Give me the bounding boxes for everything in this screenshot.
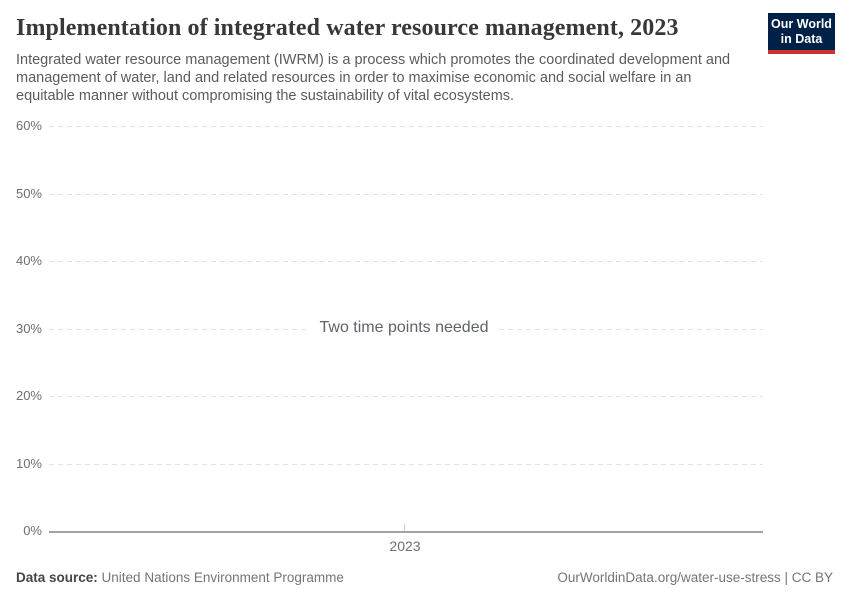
attribution-link[interactable]: OurWorldinData.org/water-use-stress | CC… bbox=[557, 570, 833, 585]
y-axis-tick-label: 60% bbox=[15, 118, 42, 133]
page-title: Implementation of integrated water resou… bbox=[16, 15, 679, 41]
gridline-10 bbox=[49, 463, 763, 465]
y-axis-tick-label: 30% bbox=[15, 320, 42, 336]
chart-subtitle: Integrated water resource management (IW… bbox=[16, 52, 731, 104]
gridline-20 bbox=[49, 396, 763, 397]
gridline-60 bbox=[49, 126, 763, 127]
x-axis-line bbox=[49, 531, 763, 533]
x-axis-tick-label: 2023 bbox=[389, 538, 421, 554]
y-axis-tick-label: 40% bbox=[15, 253, 42, 268]
owid-logo[interactable]: Our World in Data bbox=[768, 13, 835, 54]
y-axis-tick-label: 20% bbox=[15, 388, 42, 403]
y-axis-tick-label: 0% bbox=[23, 523, 42, 538]
y-axis-tick-label: 50% bbox=[15, 185, 42, 201]
x-axis-tick bbox=[404, 524, 405, 531]
data-source-value: United Nations Environment Programme bbox=[101, 570, 344, 585]
data-source-label: Data source: bbox=[16, 570, 98, 585]
gridline-50 bbox=[49, 193, 763, 195]
y-axis-tick-label: 10% bbox=[15, 455, 42, 471]
empty-state-message: Two time points needed bbox=[309, 317, 499, 339]
data-source-line: Data source: United Nations Environment … bbox=[16, 569, 344, 586]
owid-logo-text: Our World in Data bbox=[768, 13, 835, 50]
owid-logo-stripe bbox=[768, 50, 835, 54]
chart-footer: Data source: United Nations Environment … bbox=[16, 569, 833, 586]
gridline-40 bbox=[49, 261, 763, 262]
